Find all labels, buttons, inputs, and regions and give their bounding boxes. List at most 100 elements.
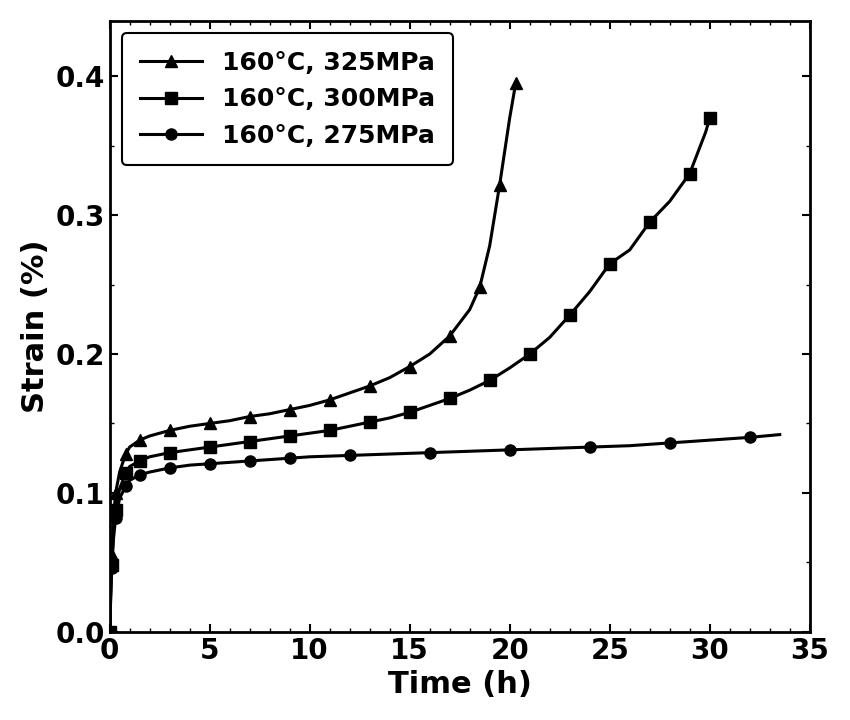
160°C, 325MPa [205,419,215,428]
160°C, 300MPa [325,426,335,435]
160°C, 300MPa [304,429,314,438]
160°C, 275MPa [585,443,595,451]
160°C, 300MPa [564,311,575,320]
160°C, 300MPa [125,462,135,471]
160°C, 275MPa [245,456,255,465]
160°C, 325MPa [445,332,455,341]
160°C, 275MPa [184,461,195,469]
160°C, 300MPa [585,287,595,296]
160°C, 325MPa [505,114,515,122]
160°C, 275MPa [105,627,115,636]
160°C, 325MPa [110,489,121,498]
160°C, 275MPa [144,468,155,477]
160°C, 300MPa [424,401,434,410]
160°C, 300MPa [224,440,235,449]
160°C, 300MPa [264,434,275,443]
160°C, 300MPa [121,469,131,478]
160°C, 275MPa [121,482,131,490]
160°C, 275MPa [545,444,555,453]
160°C, 325MPa [121,450,131,459]
160°C, 275MPa [304,452,314,461]
160°C, 325MPa [484,241,495,250]
160°C, 300MPa [524,350,535,359]
160°C, 275MPa [424,449,434,457]
160°C, 275MPa [109,533,119,541]
160°C, 275MPa [125,476,135,485]
160°C, 325MPa [495,180,505,189]
160°C, 325MPa [344,389,354,397]
160°C, 325MPa [264,410,275,418]
160°C, 300MPa [144,452,155,461]
160°C, 300MPa [205,443,215,451]
160°C, 325MPa [105,586,116,595]
160°C, 300MPa [365,418,375,426]
160°C, 325MPa [165,426,175,435]
160°C, 325MPa [405,362,415,371]
160°C, 275MPa [105,597,116,606]
160°C, 300MPa [604,259,615,268]
160°C, 300MPa [665,197,675,206]
160°C, 300MPa [545,333,555,342]
160°C, 275MPa [505,446,515,454]
160°C, 275MPa [285,454,295,462]
160°C, 300MPa [134,456,145,465]
160°C, 325MPa [384,374,394,382]
160°C, 300MPa [705,114,715,122]
160°C, 300MPa [115,485,125,493]
160°C, 325MPa [184,422,195,431]
160°C, 325MPa [245,413,255,421]
160°C, 300MPa [644,218,654,227]
Line: 160°C, 300MPa: 160°C, 300MPa [104,112,715,637]
160°C, 275MPa [665,438,675,447]
160°C, 325MPa [474,283,484,292]
160°C, 275MPa [384,450,394,459]
160°C, 275MPa [705,436,715,444]
160°C, 275MPa [774,431,785,439]
160°C, 325MPa [125,443,135,451]
160°C, 300MPa [285,432,295,441]
160°C, 275MPa [264,455,275,464]
160°C, 300MPa [165,449,175,457]
160°C, 275MPa [134,471,145,480]
160°C, 275MPa [106,564,116,572]
160°C, 325MPa [144,432,155,441]
Y-axis label: Strain (%): Strain (%) [21,240,50,413]
160°C, 325MPa [109,512,119,521]
X-axis label: Time (h): Time (h) [388,670,531,699]
160°C, 325MPa [304,401,314,410]
160°C, 300MPa [384,413,394,422]
160°C, 325MPa [465,305,475,314]
160°C, 300MPa [505,364,515,372]
160°C, 300MPa [465,386,475,395]
160°C, 275MPa [224,458,235,467]
160°C, 275MPa [205,459,215,468]
160°C, 300MPa [344,422,354,431]
160°C, 325MPa [511,79,521,88]
160°C, 300MPa [700,127,711,136]
160°C, 325MPa [365,382,375,390]
160°C, 300MPa [484,376,495,384]
160°C, 325MPa [134,436,145,444]
160°C, 300MPa [184,446,195,454]
160°C, 325MPa [115,468,125,477]
Legend: 160°C, 325MPa, 160°C, 300MPa, 160°C, 275MPa: 160°C, 325MPa, 160°C, 300MPa, 160°C, 275… [122,33,453,166]
160°C, 275MPa [625,441,635,450]
160°C, 300MPa [106,561,116,570]
160°C, 300MPa [684,169,694,178]
160°C, 275MPa [465,447,475,456]
160°C, 325MPa [106,551,116,559]
160°C, 300MPa [445,394,455,402]
160°C, 300MPa [405,408,415,417]
160°C, 275MPa [115,494,125,503]
Line: 160°C, 325MPa: 160°C, 325MPa [104,78,521,637]
160°C, 275MPa [745,433,755,441]
160°C, 325MPa [424,350,434,359]
160°C, 275MPa [344,451,354,460]
160°C, 275MPa [110,513,121,522]
160°C, 300MPa [625,246,635,254]
160°C, 325MPa [285,405,295,414]
Line: 160°C, 275MPa: 160°C, 275MPa [104,429,785,637]
160°C, 300MPa [245,437,255,446]
160°C, 300MPa [105,627,115,636]
160°C, 300MPa [105,593,116,601]
